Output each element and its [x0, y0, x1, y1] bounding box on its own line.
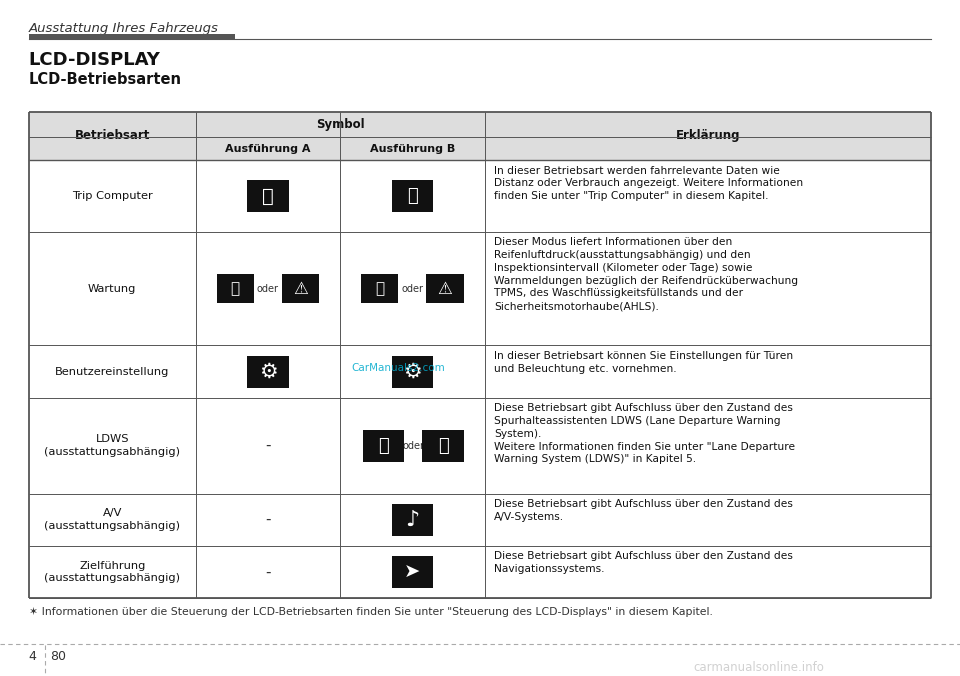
Bar [422, 430, 464, 462]
Text: 🔩: 🔩 [375, 281, 384, 296]
Text: LCD-DISPLAY: LCD-DISPLAY [29, 51, 160, 69]
Text: CarManuals2.com: CarManuals2.com [351, 363, 444, 373]
Text: Benutzereinstellung: Benutzereinstellung [55, 366, 170, 377]
Text: ⛽: ⛽ [407, 187, 418, 205]
Text: Wartung: Wartung [88, 283, 136, 293]
Text: Ausführung A: Ausführung A [226, 144, 311, 153]
Bar [217, 274, 254, 303]
Text: -: - [265, 564, 271, 579]
Bar [392, 556, 433, 588]
Text: oder: oder [402, 441, 424, 451]
Text: ➤: ➤ [404, 562, 420, 581]
Text: 🚘: 🚘 [262, 187, 274, 206]
Text: LCD-Betriebsarten: LCD-Betriebsarten [29, 72, 181, 87]
Text: Trip Computer: Trip Computer [72, 191, 153, 201]
Bar [248, 180, 289, 212]
Text: Symbol: Symbol [316, 118, 365, 131]
Text: Diese Betriebsart gibt Aufschluss über den Zustand des
Navigationssystems.: Diese Betriebsart gibt Aufschluss über d… [494, 552, 793, 574]
Text: 4: 4 [29, 650, 36, 663]
Text: -: - [265, 512, 271, 527]
Bar [392, 180, 433, 212]
Text: Ausstattung Ihres Fahrzeugs: Ausstattung Ihres Fahrzeugs [29, 22, 219, 34]
Bar [361, 274, 398, 303]
Text: ♪: ♪ [405, 510, 420, 530]
Bar [29, 112, 931, 160]
Text: ⚠: ⚠ [438, 280, 452, 297]
Bar [392, 356, 433, 387]
Text: ⚙: ⚙ [403, 362, 421, 381]
Bar [282, 274, 320, 303]
Text: 🚙: 🚙 [378, 437, 389, 455]
Text: Zielführung
(ausstattungsabhängig): Zielführung (ausstattungsabhängig) [44, 560, 180, 583]
Bar [363, 430, 404, 462]
Text: Erklärung: Erklärung [676, 129, 740, 143]
Text: ⚙: ⚙ [258, 362, 277, 381]
Text: Diese Betriebsart gibt Aufschluss über den Zustand des
A/V-Systems.: Diese Betriebsart gibt Aufschluss über d… [494, 499, 793, 522]
Text: Dieser Modus liefert Informationen über den
Reifenluftdruck(ausstattungsabhängig: Dieser Modus liefert Informationen über … [494, 237, 798, 311]
Bar [248, 356, 289, 387]
Text: ✶ Informationen über die Steuerung der LCD-Betriebsarten finden Sie unter "Steue: ✶ Informationen über die Steuerung der L… [29, 606, 712, 617]
Text: A/V
(ausstattungsabhängig): A/V (ausstattungsabhängig) [44, 508, 180, 531]
Text: Betriebsart: Betriebsart [75, 129, 150, 143]
Text: Diese Betriebsart gibt Aufschluss über den Zustand des
Spurhalteassistenten LDWS: Diese Betriebsart gibt Aufschluss über d… [494, 403, 795, 464]
Bar [29, 34, 235, 39]
Text: ⚠: ⚠ [293, 280, 308, 297]
Text: carmanualsonline.info: carmanualsonline.info [693, 661, 824, 674]
Text: In dieser Betriebsart können Sie Einstellungen für Türen
und Beleuchtung etc. vo: In dieser Betriebsart können Sie Einstel… [494, 351, 793, 374]
Bar [426, 274, 464, 303]
Text: In dieser Betriebsart werden fahrrelevante Daten wie
Distanz oder Verbrauch ange: In dieser Betriebsart werden fahrrelevan… [494, 166, 804, 201]
Bar [392, 504, 433, 535]
Text: -: - [265, 438, 271, 453]
Text: Ausführung B: Ausführung B [370, 144, 455, 153]
Text: oder: oder [401, 283, 423, 293]
Text: 80: 80 [50, 650, 66, 663]
Text: 🚗: 🚗 [438, 437, 448, 455]
Text: oder: oder [257, 283, 279, 293]
Text: LDWS
(ausstattungsabhängig): LDWS (ausstattungsabhängig) [44, 434, 180, 457]
Text: 🔧: 🔧 [230, 281, 240, 296]
